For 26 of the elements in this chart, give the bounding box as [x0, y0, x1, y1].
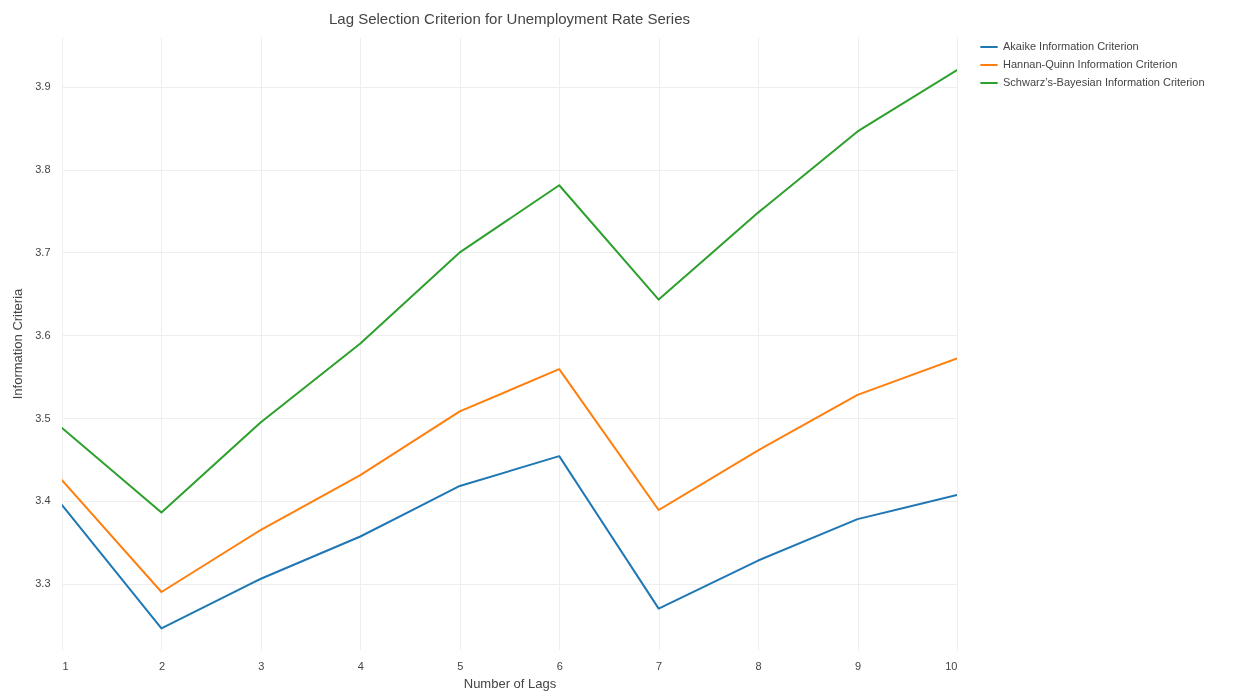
x-tick-label: 7 [656, 659, 663, 672]
x-tick-label: 4 [357, 659, 364, 672]
x-tick-label: 10 [945, 659, 958, 672]
y-axis-title: Information Criteria [10, 287, 26, 400]
y-tick-label: 3.6 [35, 328, 51, 341]
line-series [62, 455, 957, 630]
x-tick-label: 6 [556, 659, 563, 672]
line-series [62, 69, 957, 514]
x-tick-label: 3 [258, 659, 265, 672]
legend-label: Hannan-Quinn Information Criterion [1003, 58, 1178, 70]
x-tick-label: 9 [854, 659, 862, 672]
x-tick-label: 2 [158, 659, 166, 672]
y-tick-label: 3.3 [35, 577, 51, 590]
y-tick-label: 3.8 [35, 163, 51, 176]
y-tick-label: 3.4 [35, 494, 51, 507]
y-tick-label: 3.9 [35, 80, 51, 93]
y-tick-label: 3.7 [35, 245, 51, 258]
y-tick-label: 3.5 [35, 411, 51, 424]
chart-title: Lag Selection Criterion for Unemployment Rate Series [328, 10, 691, 27]
legend-label: Akaike Information Criterion [1003, 40, 1139, 52]
line-series [62, 357, 957, 594]
x-axis-title: Number of Lags [463, 675, 557, 691]
x-tick-label: 5 [457, 659, 464, 672]
x-tick-label: 8 [755, 659, 762, 672]
x-tick-label: 1 [62, 659, 69, 672]
legend-label: Schwarz’s-Bayesian Information Criterion [1003, 76, 1205, 88]
